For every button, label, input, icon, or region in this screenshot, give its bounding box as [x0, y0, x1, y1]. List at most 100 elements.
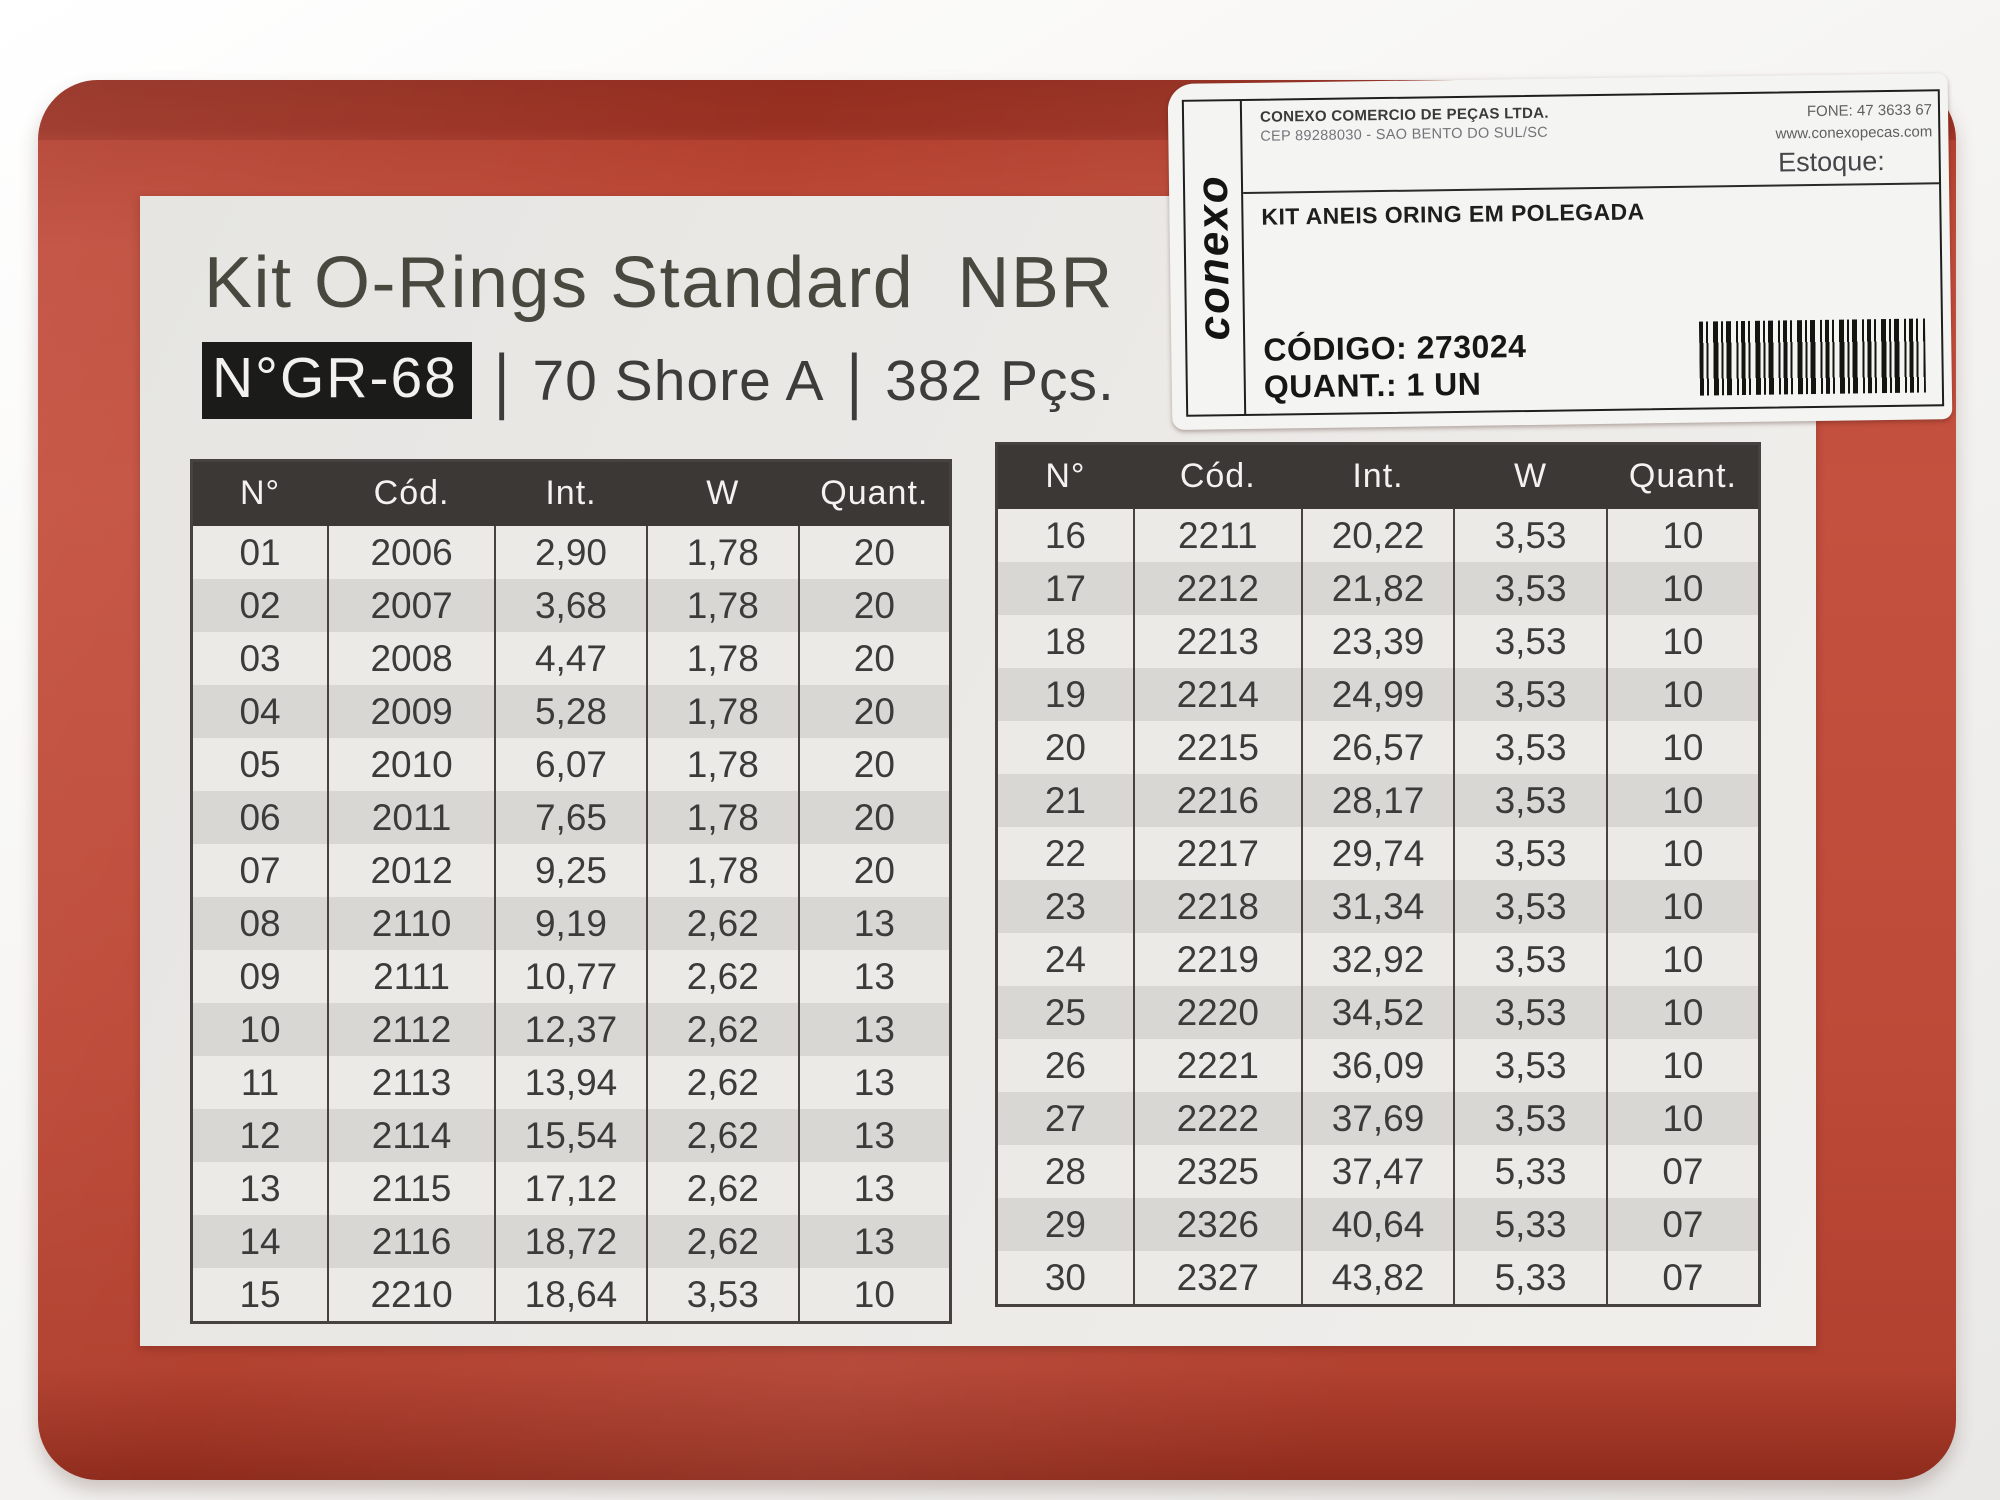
sticker-frame: conexo CONEXO COMERCIO DE PEÇAS LTDA. CE… — [1181, 89, 1945, 417]
table-cell: 10 — [797, 1268, 952, 1323]
table-cell: 4,47 — [494, 632, 648, 685]
product-code-line: CÓDIGO: 273024 — [1263, 328, 1527, 369]
table-cell: 08 — [190, 897, 330, 950]
column-header: W — [645, 459, 800, 526]
table-cell: 20 — [797, 579, 952, 632]
table-cell: 20 — [797, 738, 952, 791]
table-cell: 2325 — [1132, 1145, 1303, 1198]
table-cell: 1,78 — [645, 685, 800, 738]
table-cell: 30 — [995, 1251, 1135, 1306]
table-cell: 13 — [797, 1109, 952, 1162]
table-cell: 2218 — [1132, 880, 1303, 933]
table-cell: 10 — [190, 1003, 330, 1056]
table-cell: 2214 — [1132, 668, 1303, 721]
quantity-label: QUANT.: — [1263, 366, 1398, 405]
table-cell: 1,78 — [645, 525, 800, 579]
table-row: 06 2011 7,65 1,78 20 — [190, 791, 952, 844]
table-header-row: N° Cód. Int. W Quant. — [995, 442, 1761, 509]
table-cell: 3,53 — [1453, 721, 1608, 774]
table-cell: 24,99 — [1300, 668, 1456, 721]
table-cell: 10 — [1605, 1092, 1761, 1145]
table-cell: 2210 — [327, 1268, 497, 1323]
table-cell: 20 — [797, 685, 952, 738]
table-cell: 10 — [1605, 668, 1761, 721]
table-cell: 3,53 — [1453, 774, 1608, 827]
table-cell: 5,28 — [494, 685, 648, 738]
table-cell: 3,53 — [1453, 986, 1608, 1039]
table-cell: 32,92 — [1300, 933, 1456, 986]
table-cell: 3,53 — [1453, 827, 1608, 880]
table-cell: 3,53 — [1453, 880, 1608, 933]
table-cell: 2006 — [327, 525, 497, 579]
table-row: 26 2221 36,09 3,53 10 — [995, 1039, 1761, 1092]
table-row: 04 2009 5,28 1,78 20 — [190, 685, 952, 738]
table-cell: 2,62 — [645, 1162, 800, 1215]
table-cell: 06 — [190, 791, 330, 844]
table-header-row: N° Cód. Int. W Quant. — [190, 459, 952, 526]
table-row: 12 2114 15,54 2,62 13 — [190, 1109, 952, 1162]
table-cell: 3,53 — [1453, 933, 1608, 986]
column-header: N° — [190, 459, 330, 526]
conexo-logo: conexo — [1187, 174, 1240, 342]
product-subtitle: N°GR-68 | 70 Shore A | 382 Pçs. — [202, 340, 1115, 421]
table-row: 01 2006 2,90 1,78 20 — [190, 525, 952, 579]
table-row: 18 2213 23,39 3,53 10 — [995, 615, 1761, 668]
column-header: Int. — [1300, 442, 1456, 509]
table-row: 23 2218 31,34 3,53 10 — [995, 880, 1761, 933]
table-row: 24 2219 32,92 3,53 10 — [995, 933, 1761, 986]
table-cell: 3,53 — [1453, 615, 1608, 668]
company-block: CONEXO COMERCIO DE PEÇAS LTDA. CEP 89288… — [1260, 105, 1549, 153]
table-cell: 2008 — [327, 632, 497, 685]
orings-table-left: N° Cód. Int. W Quant. 01 2006 2,90 1,78 20 02 20 07… — [190, 459, 952, 1324]
table-cell: 07 — [1605, 1145, 1761, 1198]
table-cell: 9,19 — [494, 897, 648, 950]
table-row: 27 2222 37,69 3,53 10 — [995, 1092, 1761, 1145]
table-cell: 31,34 — [1300, 880, 1456, 933]
table-cell: 29,74 — [1300, 827, 1456, 880]
table-row: 16 2211 20,22 3,53 10 — [995, 508, 1761, 562]
table-cell: 02 — [190, 579, 330, 632]
table-cell: 2009 — [327, 685, 497, 738]
website: www.conexopecas.com — [1775, 123, 1933, 143]
table-cell: 2111 — [327, 950, 497, 1003]
table-row: 30 2327 43,82 5,33 07 — [995, 1251, 1761, 1306]
company-name: CONEXO COMERCIO DE PEÇAS LTDA. — [1259, 104, 1549, 126]
table-cell: 10 — [1605, 827, 1761, 880]
table-row: 14 2116 18,72 2,62 13 — [190, 1215, 952, 1268]
table-cell: 2211 — [1132, 508, 1303, 562]
table-cell: 07 — [190, 844, 330, 897]
table-cell: 18,72 — [494, 1215, 648, 1268]
table-row: 13 2115 17,12 2,62 13 — [190, 1162, 952, 1215]
table-cell: 2112 — [327, 1003, 497, 1056]
table-cell: 20 — [995, 721, 1135, 774]
table-cell: 15,54 — [494, 1109, 648, 1162]
table-row: 08 2110 9,19 2,62 13 — [190, 897, 952, 950]
table-cell: 43,82 — [1300, 1251, 1456, 1306]
column-header: W — [1453, 442, 1608, 509]
table-cell: 2,62 — [645, 950, 800, 1003]
piece-count: 382 Pçs. — [885, 348, 1115, 413]
code-value: 273024 — [1416, 327, 1527, 366]
table-cell: 2,62 — [645, 1003, 800, 1056]
table-cell: 29 — [995, 1198, 1135, 1251]
table-row: 11 2113 13,94 2,62 13 — [190, 1056, 952, 1109]
table-cell: 1,78 — [645, 844, 800, 897]
table-cell: 3,53 — [1453, 562, 1608, 615]
code-label: CÓDIGO: — [1263, 329, 1408, 368]
table-cell: 19 — [995, 668, 1135, 721]
table-cell: 21 — [995, 774, 1135, 827]
table-cell: 04 — [190, 685, 330, 738]
table-cell: 2222 — [1132, 1092, 1303, 1145]
code-block: CÓDIGO: 273024 QUANT.: 1 UN — [1263, 328, 1527, 406]
table-cell: 20 — [797, 632, 952, 685]
table-row: 15 2210 18,64 3,53 10 — [190, 1268, 952, 1323]
table-cell: 3,53 — [1453, 508, 1608, 562]
table-row: 09 2111 10,77 2,62 13 — [190, 950, 952, 1003]
company-address: CEP 89288030 - SAO BENTO DO SUL/SC — [1260, 124, 1549, 145]
column-header: Int. — [494, 459, 648, 526]
table-row: 29 2326 40,64 5,33 07 — [995, 1198, 1761, 1251]
table-cell: 12 — [190, 1109, 330, 1162]
table-cell: 3,53 — [645, 1268, 800, 1323]
table-row: 28 2325 37,47 5,33 07 — [995, 1145, 1761, 1198]
